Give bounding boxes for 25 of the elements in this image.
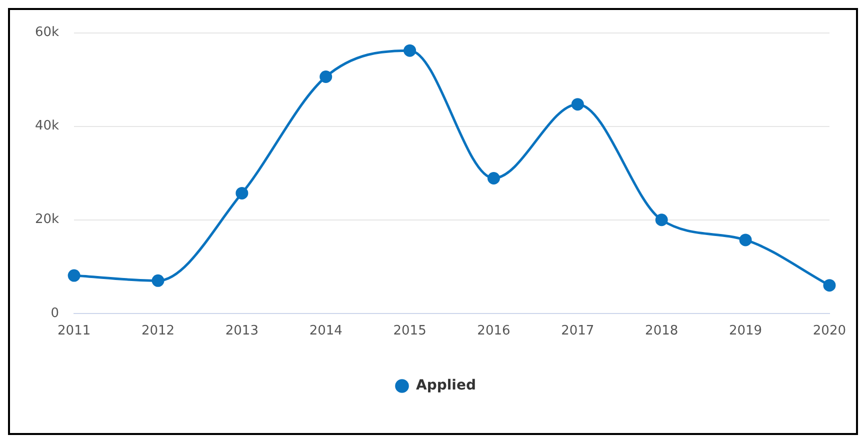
point — [739, 234, 752, 246]
point — [320, 70, 332, 84]
point — [487, 172, 500, 184]
point — [68, 269, 80, 282]
y-tick-label: 60k — [34, 25, 60, 40]
y-tick-label: 0 — [50, 306, 60, 321]
x-tick-label: 2016 — [477, 324, 510, 339]
x-tick-label: 2019 — [728, 324, 762, 339]
point — [655, 214, 668, 226]
x-tick-label: 2020 — [812, 324, 846, 339]
legend-label: Applied — [416, 378, 476, 394]
point — [571, 98, 584, 111]
point — [236, 186, 248, 200]
x-tick-label: 2013 — [225, 324, 258, 339]
point — [404, 44, 416, 57]
y-tick-label: 40k — [34, 118, 60, 134]
point — [823, 279, 836, 292]
x-tick-label: 2012 — [141, 324, 175, 339]
x-tick-label: 2011 — [58, 324, 91, 339]
y-tick-label: 20k — [34, 212, 60, 228]
x-tick-label: 2018 — [645, 324, 678, 339]
x-tick-label: 2017 — [561, 324, 594, 339]
point — [152, 274, 164, 287]
x-tick-label: 2014 — [309, 324, 342, 339]
x-tick-label: 2015 — [393, 324, 426, 339]
